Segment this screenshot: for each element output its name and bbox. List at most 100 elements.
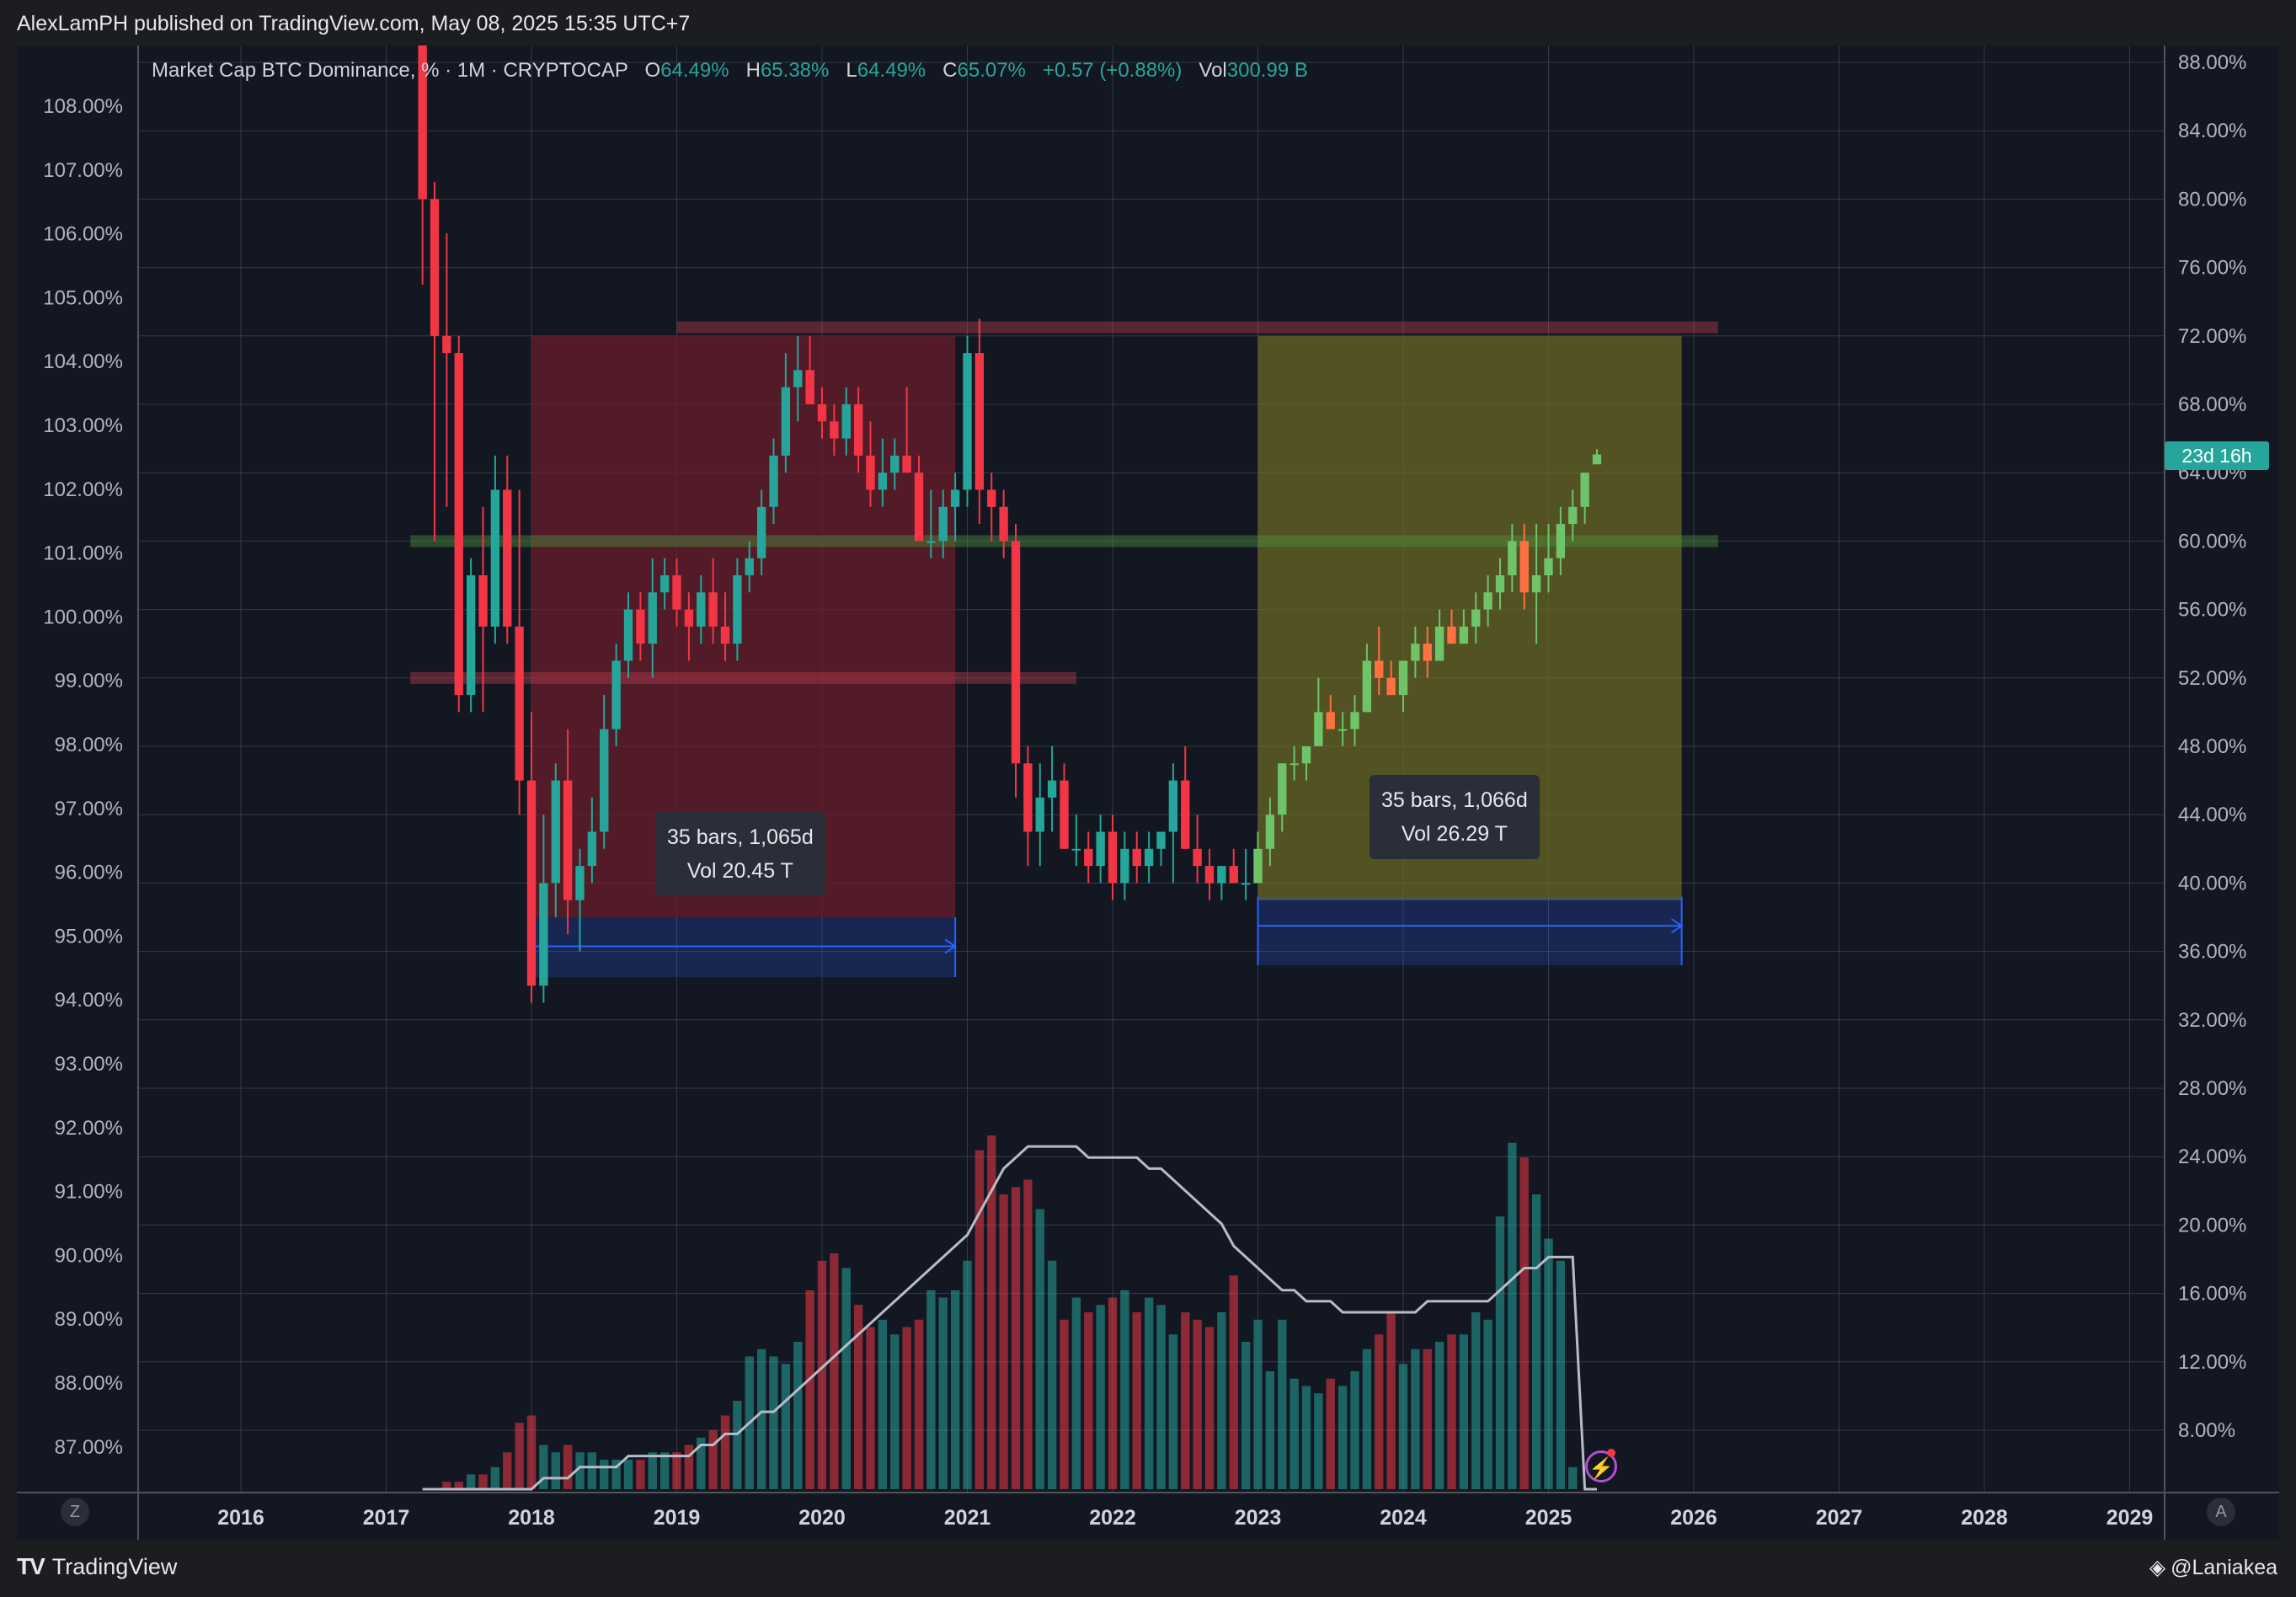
volume-bar bbox=[1447, 1334, 1456, 1489]
measure-arrow-head bbox=[1671, 918, 1684, 933]
x-axis-tick-label: 2023 bbox=[1235, 1506, 1282, 1530]
legend-open-value: 64.49% bbox=[660, 59, 729, 82]
candle-body bbox=[1108, 831, 1118, 884]
left-axis-tick-label: 90.00% bbox=[55, 1244, 123, 1267]
legend-change: +0.57 (+0.88%) bbox=[1042, 59, 1183, 82]
candle-body bbox=[1350, 712, 1359, 729]
volume-bar bbox=[1265, 1371, 1275, 1489]
left-scale-button[interactable]: Z bbox=[61, 1498, 89, 1526]
volume-bar bbox=[733, 1401, 742, 1489]
candle-body bbox=[733, 575, 742, 644]
candle-body bbox=[1519, 541, 1529, 593]
candle-body bbox=[1314, 712, 1323, 746]
candle-body bbox=[1289, 763, 1299, 766]
measure-range-box bbox=[531, 917, 956, 978]
right-scale-button[interactable]: A bbox=[2207, 1498, 2235, 1526]
candle-body bbox=[551, 780, 560, 884]
legend-symbol[interactable]: Market Cap BTC Dominance, % · 1M · CRYPT… bbox=[152, 59, 628, 82]
candle-body bbox=[1471, 609, 1481, 627]
candle-body bbox=[1531, 575, 1541, 593]
left-axis-tick-label: 93.00% bbox=[55, 1053, 123, 1076]
volume-bar bbox=[1556, 1260, 1566, 1489]
x-axis-tick-label: 2021 bbox=[944, 1506, 991, 1530]
candle-body bbox=[708, 592, 718, 627]
right-axis-tick-label: 44.00% bbox=[2178, 804, 2246, 826]
tradingview-logo[interactable]: TV TradingView bbox=[17, 1553, 177, 1580]
volume-ma-line bbox=[422, 1145, 1597, 1491]
author-credit[interactable]: ◈ @Laniakea bbox=[2149, 1555, 2277, 1580]
measure-info-box-2[interactable]: 35 bars, 1,066d Vol 26.29 T bbox=[1370, 775, 1540, 859]
volume-bar bbox=[539, 1445, 548, 1489]
measure-info-box-1[interactable]: 35 bars, 1,065d Vol 20.45 T bbox=[655, 812, 825, 896]
volume-bar bbox=[1023, 1179, 1033, 1489]
plot-area bbox=[138, 45, 2165, 1493]
candle-body bbox=[745, 558, 754, 575]
volume-bar bbox=[1204, 1327, 1215, 1489]
volume-bar bbox=[1096, 1305, 1105, 1489]
x-axis-tick-label: 2028 bbox=[1961, 1506, 2008, 1530]
right-axis-tick-label: 32.00% bbox=[2178, 1009, 2246, 1032]
candle-body bbox=[1483, 592, 1492, 610]
candle-body bbox=[684, 609, 694, 627]
left-axis-tick-label: 96.00% bbox=[55, 862, 123, 884]
left-axis-tick-label: 89.00% bbox=[55, 1308, 123, 1331]
candle-body bbox=[1592, 454, 1602, 465]
candle-body bbox=[526, 780, 537, 986]
left-axis-tick-label: 97.00% bbox=[55, 798, 123, 820]
tradingview-mark-icon: TV bbox=[17, 1553, 45, 1579]
chart-frame[interactable]: 88.00% 84.00% 80.00% 76.00% 72.00% 68.00% 64.0… bbox=[17, 45, 2279, 1540]
x-axis-tick-label: 2016 bbox=[217, 1506, 264, 1530]
volume-bar bbox=[841, 1268, 851, 1489]
candle-body bbox=[999, 506, 1008, 542]
candle-body bbox=[1011, 541, 1021, 764]
volume-bar bbox=[926, 1290, 936, 1489]
candle-body bbox=[600, 729, 609, 832]
candle-body bbox=[963, 353, 972, 490]
candle-body bbox=[1434, 626, 1444, 661]
x-axis-tick-label: 2027 bbox=[1816, 1506, 1863, 1530]
candle-body bbox=[1023, 763, 1033, 832]
right-axis-tick-label: 88.00% bbox=[2178, 51, 2246, 74]
volume-bar bbox=[1495, 1216, 1505, 1489]
candle-body bbox=[1508, 541, 1517, 575]
chart-svg[interactable]: 88.00%84.00%80.00%76.00%72.00%68.00%64.0… bbox=[17, 45, 2279, 1540]
left-axis-tick-label: 107.00% bbox=[43, 159, 123, 182]
right-axis-tick-label: 60.00% bbox=[2178, 530, 2246, 553]
volume-bar bbox=[817, 1260, 827, 1489]
volume-bar bbox=[1060, 1319, 1069, 1489]
candle-body bbox=[878, 473, 888, 490]
volume-bar bbox=[587, 1452, 597, 1489]
candle-body bbox=[1035, 797, 1044, 832]
lightning-icon[interactable]: ⚡ bbox=[1585, 1450, 1617, 1482]
volume-bar bbox=[963, 1260, 972, 1489]
left-axis-tick-label: 94.00% bbox=[55, 989, 123, 1012]
volume-bar bbox=[1471, 1312, 1481, 1489]
symbol-legend[interactable]: Market Cap BTC Dominance, % · 1M · CRYPT… bbox=[152, 59, 1308, 83]
left-axis-tick-label: 106.00% bbox=[43, 223, 123, 246]
tradingview-logo-text: TradingView bbox=[51, 1553, 178, 1579]
candle-body bbox=[575, 866, 585, 900]
volume-bar bbox=[1156, 1305, 1166, 1489]
volume-bar bbox=[987, 1135, 996, 1489]
candle-body bbox=[1398, 660, 1408, 696]
candle-body bbox=[1156, 831, 1166, 849]
volume-bar bbox=[672, 1452, 681, 1489]
candle-body bbox=[418, 45, 427, 200]
left-axis-tick-label: 100.00% bbox=[43, 606, 123, 628]
candle-body bbox=[914, 473, 924, 542]
volume-bar bbox=[1084, 1312, 1093, 1489]
volume-bar bbox=[1301, 1386, 1311, 1489]
measure-bars-2: 35 bars, 1,066d bbox=[1381, 788, 1528, 812]
x-axis-tick-label: 2018 bbox=[508, 1506, 555, 1530]
candle-body bbox=[1168, 780, 1178, 832]
candle-body bbox=[1084, 848, 1093, 867]
volume-bar bbox=[999, 1194, 1008, 1489]
volume-bar bbox=[1278, 1319, 1287, 1489]
volume-bar bbox=[974, 1150, 985, 1489]
notification-dot-icon bbox=[1607, 1449, 1615, 1457]
right-axis-tick-label: 40.00% bbox=[2178, 872, 2246, 895]
volume-bar bbox=[1459, 1334, 1469, 1489]
volume-bar bbox=[950, 1290, 960, 1489]
candle-body bbox=[781, 387, 791, 456]
volume-bar bbox=[659, 1452, 670, 1489]
